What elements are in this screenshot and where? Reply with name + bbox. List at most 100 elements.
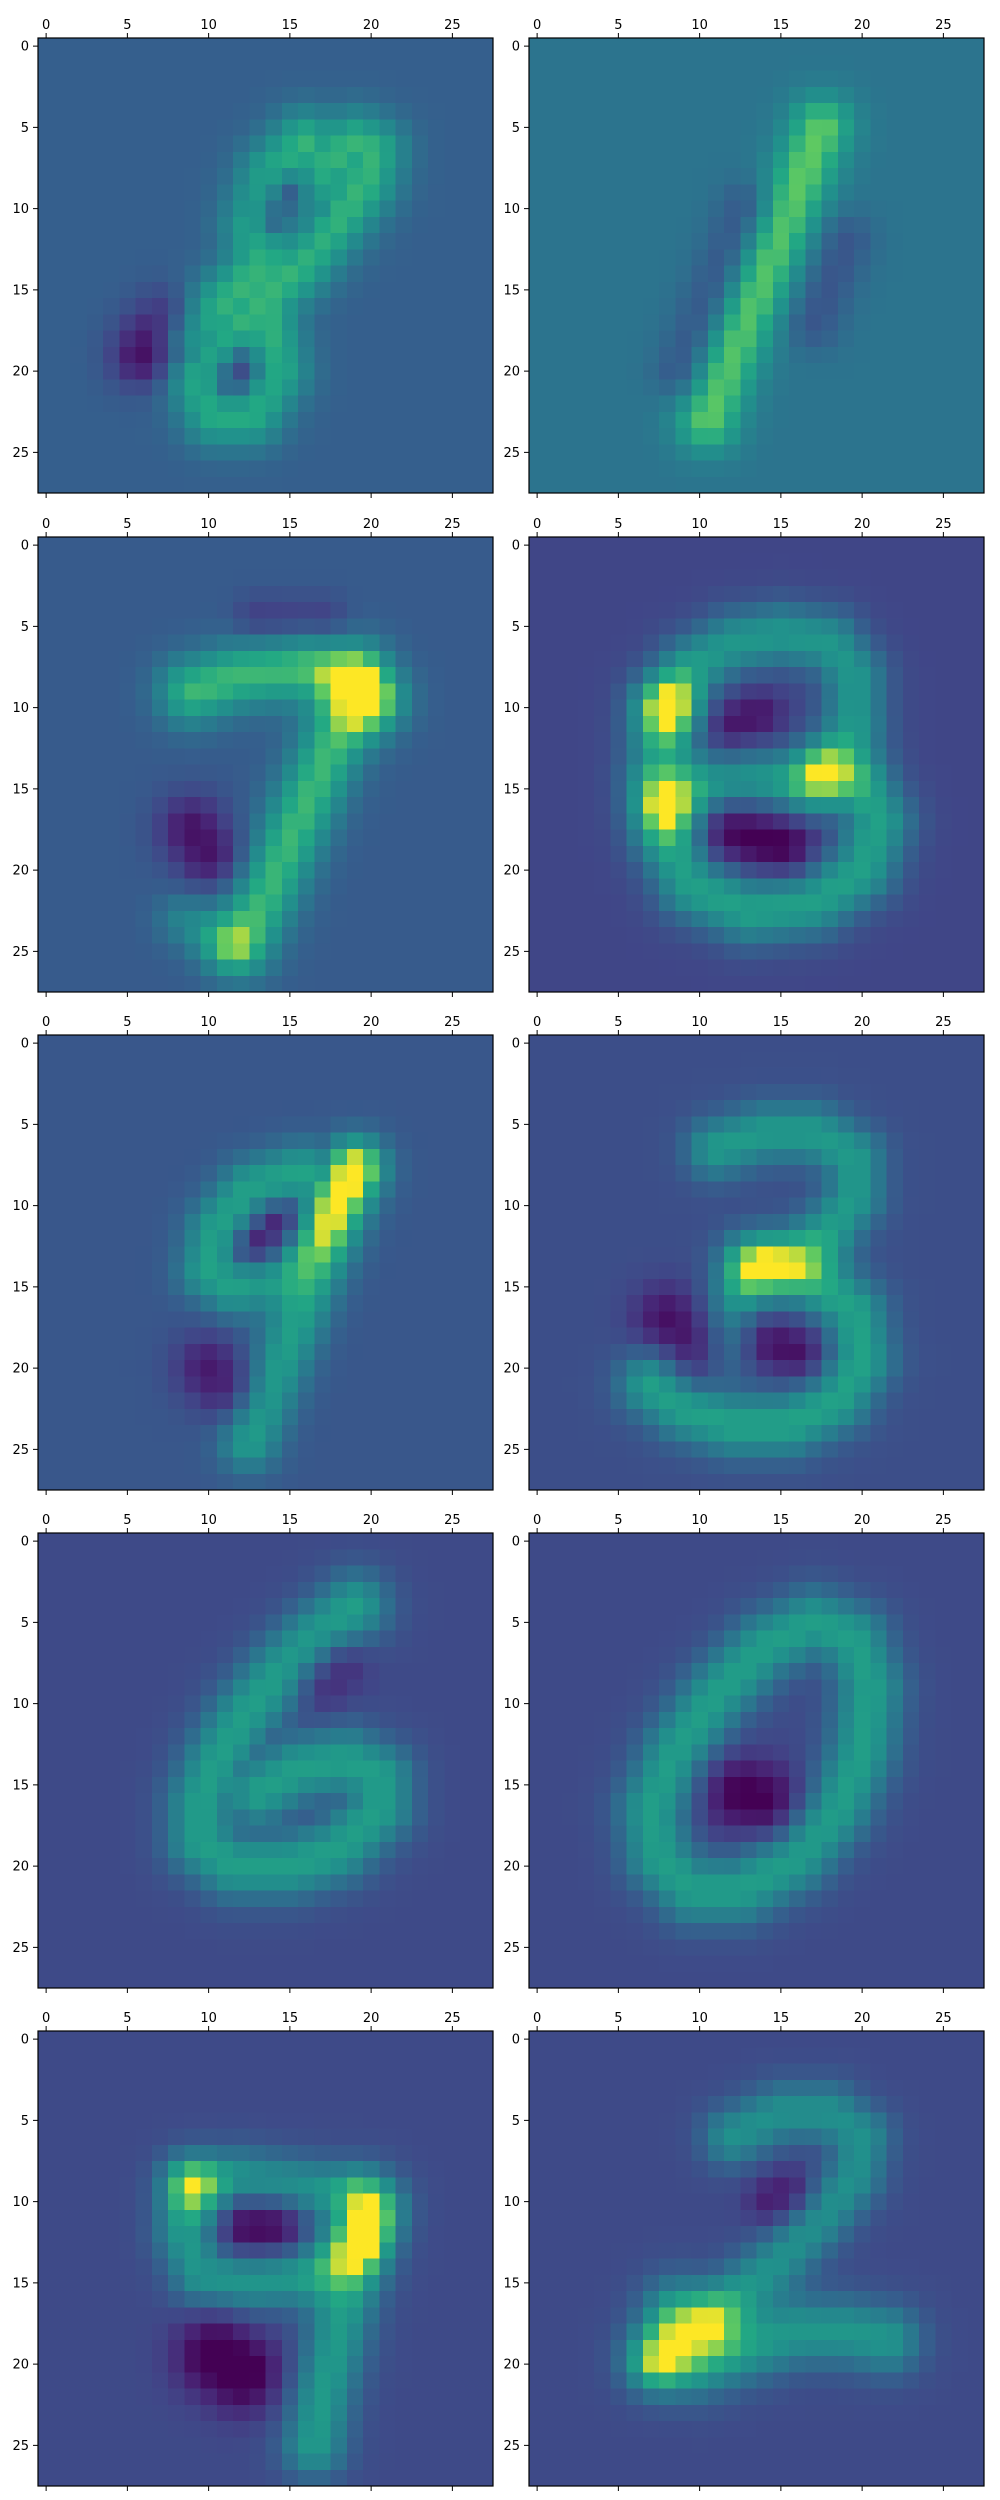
heatmap-cell bbox=[346, 314, 364, 332]
heatmap-cell bbox=[902, 428, 920, 445]
heatmap-cell bbox=[951, 732, 969, 749]
heatmap-cell bbox=[789, 1392, 806, 1410]
heatmap-cell bbox=[886, 1213, 904, 1231]
heatmap-cell bbox=[805, 683, 823, 701]
heatmap-cell bbox=[724, 797, 741, 814]
heatmap-cell bbox=[70, 1549, 88, 1567]
heatmap-cell bbox=[103, 1425, 120, 1442]
heatmap-cell bbox=[837, 298, 855, 315]
heatmap-cell bbox=[265, 1051, 283, 1069]
heatmap-cell bbox=[902, 200, 920, 218]
heatmap-cell bbox=[395, 1083, 413, 1101]
heatmap-cell bbox=[610, 634, 628, 652]
heatmap-cell bbox=[314, 894, 332, 912]
heatmap-cell bbox=[444, 1392, 462, 1410]
heatmap-cell bbox=[577, 1392, 595, 1410]
heatmap-cell bbox=[103, 1343, 120, 1361]
heatmap-cell bbox=[837, 1116, 855, 1134]
heatmap-cell bbox=[298, 281, 315, 299]
heatmap-cell bbox=[675, 959, 693, 977]
heatmap-cell bbox=[837, 1311, 855, 1329]
heatmap-cell bbox=[346, 1533, 364, 1550]
heatmap-cell bbox=[379, 460, 397, 478]
heatmap-cell bbox=[886, 395, 904, 413]
y-tick-label: 25 bbox=[503, 945, 520, 960]
heatmap-cell bbox=[249, 975, 267, 993]
heatmap-cell bbox=[724, 1116, 741, 1134]
heatmap-cell bbox=[772, 1457, 790, 1475]
heatmap-cell bbox=[168, 1533, 185, 1550]
heatmap-cell bbox=[38, 1230, 55, 1247]
heatmap-cell bbox=[476, 168, 494, 185]
heatmap-cell bbox=[870, 1132, 888, 1150]
heatmap-cell bbox=[610, 537, 628, 554]
heatmap-cell bbox=[233, 1262, 250, 1280]
heatmap-cell bbox=[346, 1100, 364, 1117]
heatmap-cell bbox=[265, 683, 283, 701]
heatmap-cell bbox=[54, 151, 72, 169]
heatmap-cell bbox=[428, 959, 445, 977]
heatmap-cell bbox=[821, 1473, 839, 1491]
heatmap-cell bbox=[379, 927, 397, 944]
heatmap-cell bbox=[740, 927, 758, 944]
heatmap-cell bbox=[86, 363, 104, 380]
heatmap-cell bbox=[529, 634, 546, 652]
heatmap-cell bbox=[854, 1311, 871, 1329]
heatmap-cell bbox=[281, 379, 299, 397]
heatmap-cell bbox=[707, 1067, 725, 1085]
heatmap-cell bbox=[626, 878, 644, 896]
heatmap-cell bbox=[740, 943, 758, 961]
heatmap-cell bbox=[691, 732, 709, 749]
heatmap-cell bbox=[642, 330, 660, 348]
heatmap-cell bbox=[395, 444, 413, 462]
y-tick-label: 5 bbox=[21, 620, 29, 635]
heatmap-cell bbox=[594, 168, 611, 185]
heatmap-cell bbox=[886, 845, 904, 863]
heatmap-cell bbox=[444, 862, 462, 879]
heatmap-cell bbox=[249, 200, 267, 218]
heatmap-cell bbox=[184, 1262, 202, 1280]
x-tick-label: 15 bbox=[773, 517, 790, 532]
heatmap-cell bbox=[659, 476, 676, 494]
heatmap-cell bbox=[610, 975, 628, 993]
heatmap-cell bbox=[70, 1035, 88, 1052]
heatmap-cell bbox=[444, 200, 462, 218]
heatmap-cell bbox=[298, 54, 315, 72]
heatmap-cell bbox=[428, 1246, 445, 1264]
heatmap-cell bbox=[610, 103, 628, 120]
heatmap-cell bbox=[902, 1230, 920, 1247]
heatmap-cell bbox=[168, 379, 185, 397]
heatmap-cell bbox=[86, 1376, 104, 1394]
heatmap-cell bbox=[395, 54, 413, 72]
heatmap-cell bbox=[577, 1083, 595, 1101]
heatmap-cell bbox=[626, 1116, 644, 1134]
heatmap-cell bbox=[330, 1067, 348, 1085]
heatmap-cell bbox=[772, 1343, 790, 1361]
heatmap-cell bbox=[626, 1148, 644, 1166]
heatmap-cell bbox=[476, 910, 494, 928]
heatmap-cell bbox=[168, 1473, 185, 1491]
heatmap-cell bbox=[184, 1230, 202, 1247]
heatmap-cell bbox=[642, 1473, 660, 1491]
heatmap-cell bbox=[444, 1343, 462, 1361]
heatmap-cell bbox=[854, 764, 871, 782]
heatmap-cell bbox=[233, 151, 250, 169]
heatmap-cell bbox=[476, 233, 494, 250]
heatmap-cell bbox=[184, 135, 202, 153]
heatmap-cell bbox=[330, 86, 348, 104]
heatmap-cell bbox=[594, 780, 611, 798]
heatmap-cell bbox=[330, 119, 348, 137]
heatmap-cell bbox=[545, 1148, 563, 1166]
heatmap-cell bbox=[691, 119, 709, 137]
heatmap-cell bbox=[870, 379, 888, 397]
heatmap-cell bbox=[626, 1376, 644, 1394]
heatmap-cell bbox=[265, 1343, 283, 1361]
heatmap-cell bbox=[740, 38, 758, 55]
heatmap-cell bbox=[86, 1278, 104, 1296]
heatmap-cell bbox=[168, 732, 185, 749]
heatmap-cell bbox=[476, 119, 494, 137]
heatmap-cell bbox=[626, 103, 644, 120]
heatmap-cell bbox=[281, 602, 299, 619]
heatmap-cell bbox=[428, 135, 445, 153]
heatmap-cell bbox=[577, 444, 595, 462]
